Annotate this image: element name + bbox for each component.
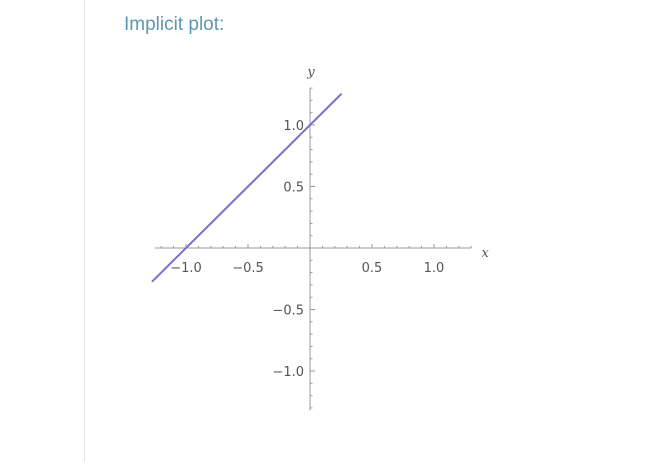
axes: [155, 88, 472, 411]
y-tick-label: −0.5: [272, 304, 304, 319]
x-tick-label: 1.0: [424, 261, 445, 276]
y-tick-label: −1.0: [272, 365, 304, 380]
series: [151, 93, 342, 283]
x-tick-label: −1.0: [170, 261, 202, 276]
y-tick-label: 1.0: [283, 119, 304, 134]
x-tick-label: 0.5: [362, 261, 383, 276]
tick-labels: −1.0 −0.5 0.5 1.0 1.0 0.5 −0.5 −1.0 x y: [170, 65, 489, 380]
x-tick-label: −0.5: [232, 261, 264, 276]
left-divider: [84, 0, 85, 462]
pod-title: Implicit plot:: [124, 14, 225, 35]
y-axis-label: y: [306, 65, 315, 80]
series-line: [151, 93, 342, 283]
x-axis-label: x: [482, 246, 490, 261]
ticks: [160, 87, 472, 409]
y-tick-label: 0.5: [283, 181, 304, 196]
